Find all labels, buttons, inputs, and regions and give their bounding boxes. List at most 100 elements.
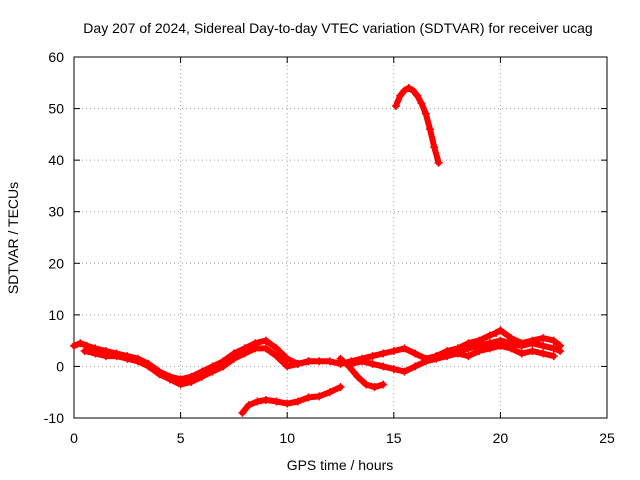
data-point — [293, 359, 302, 368]
data-point — [123, 354, 132, 363]
data-point — [70, 341, 78, 350]
data-point — [240, 349, 249, 358]
data-point — [133, 357, 142, 366]
x-tick-label: 10 — [279, 430, 295, 446]
data-point — [197, 372, 206, 381]
data-point — [315, 392, 324, 401]
x-tick-label: 25 — [599, 430, 615, 446]
series-band-afternoon-lower-trace — [336, 341, 558, 376]
data-point — [362, 380, 371, 389]
series-band-lower-trace — [80, 344, 313, 389]
y-tick-label: 0 — [56, 358, 64, 374]
data-point — [434, 158, 443, 167]
x-tick-label: 15 — [386, 430, 402, 446]
data-point — [507, 344, 516, 353]
data-point — [283, 354, 292, 363]
series-lower-arc — [238, 383, 345, 417]
data-point — [507, 334, 516, 343]
series-line — [81, 345, 312, 388]
data-point — [187, 377, 196, 386]
data-point — [251, 344, 260, 353]
data-point — [432, 352, 441, 361]
data-point — [485, 344, 494, 353]
data-point — [208, 367, 217, 376]
data-point — [336, 354, 345, 363]
data-point — [165, 375, 174, 384]
y-tick-label: 20 — [48, 255, 64, 271]
data-point — [219, 362, 228, 371]
y-tick-label: 40 — [48, 152, 64, 168]
x-tick-label: 5 — [177, 430, 185, 446]
data-point — [396, 91, 405, 100]
data-point — [293, 397, 302, 406]
data-point — [556, 341, 565, 350]
data-point — [549, 352, 558, 361]
data-point — [261, 336, 270, 345]
data-point — [379, 362, 388, 371]
data-point — [238, 408, 247, 417]
data-point — [496, 341, 505, 350]
data-point — [400, 344, 409, 353]
data-point — [539, 334, 548, 343]
data-point — [475, 346, 484, 355]
data-point — [261, 344, 270, 353]
data-point — [539, 341, 548, 350]
data-point — [261, 395, 270, 404]
data-point — [379, 349, 388, 358]
data-point — [353, 372, 362, 381]
data-point — [253, 397, 262, 406]
data-point — [528, 336, 537, 345]
data-point — [485, 331, 494, 340]
x-tick-label: 20 — [493, 430, 509, 446]
data-point — [389, 365, 398, 374]
data-point — [426, 125, 435, 134]
axis-ticks: 0 5 10 15 20 25 -10 0 10 20 30 40 50 60 — [44, 49, 615, 446]
data-point — [368, 359, 377, 368]
data-point — [91, 349, 100, 358]
data-point — [517, 349, 526, 358]
grid-lines — [74, 57, 607, 418]
y-tick-label: 50 — [48, 101, 64, 117]
data-point — [244, 401, 253, 410]
data-point — [80, 346, 89, 355]
y-tick-label: -10 — [44, 410, 64, 426]
y-axis-label: SDTVAR / TECUs — [5, 182, 21, 294]
data-point — [101, 352, 110, 361]
data-point — [517, 339, 526, 348]
data-point — [464, 339, 473, 348]
data-point — [283, 362, 292, 371]
data-point — [417, 99, 426, 108]
data-point — [400, 86, 409, 95]
data-point — [155, 370, 164, 379]
plot-area — [73, 56, 608, 419]
data-point — [357, 357, 366, 366]
data-point — [464, 352, 473, 361]
x-tick-label: 0 — [70, 430, 78, 446]
series-band-afternoon-upper-trace — [432, 326, 565, 361]
data-point — [272, 397, 281, 406]
data-point — [76, 339, 85, 348]
data-point — [443, 346, 452, 355]
data-point — [336, 383, 345, 392]
series-main-band — [70, 336, 565, 384]
data-series — [70, 83, 565, 417]
data-point — [229, 354, 238, 363]
data-point — [413, 91, 422, 100]
data-point — [404, 83, 413, 92]
chart-title: Day 207 of 2024, Sidereal Day-to-day VTE… — [83, 20, 592, 36]
data-point — [492, 328, 501, 337]
y-tick-label: 10 — [48, 307, 64, 323]
data-point — [389, 346, 398, 355]
data-point — [370, 383, 379, 392]
data-point — [368, 352, 377, 361]
data-point — [411, 362, 420, 371]
data-point — [539, 349, 548, 358]
data-point — [315, 357, 324, 366]
data-point — [411, 349, 420, 358]
data-point — [176, 380, 185, 389]
data-point — [325, 357, 334, 366]
data-point — [430, 143, 439, 152]
data-point — [112, 352, 121, 361]
data-point — [304, 393, 313, 402]
data-point — [453, 344, 462, 353]
